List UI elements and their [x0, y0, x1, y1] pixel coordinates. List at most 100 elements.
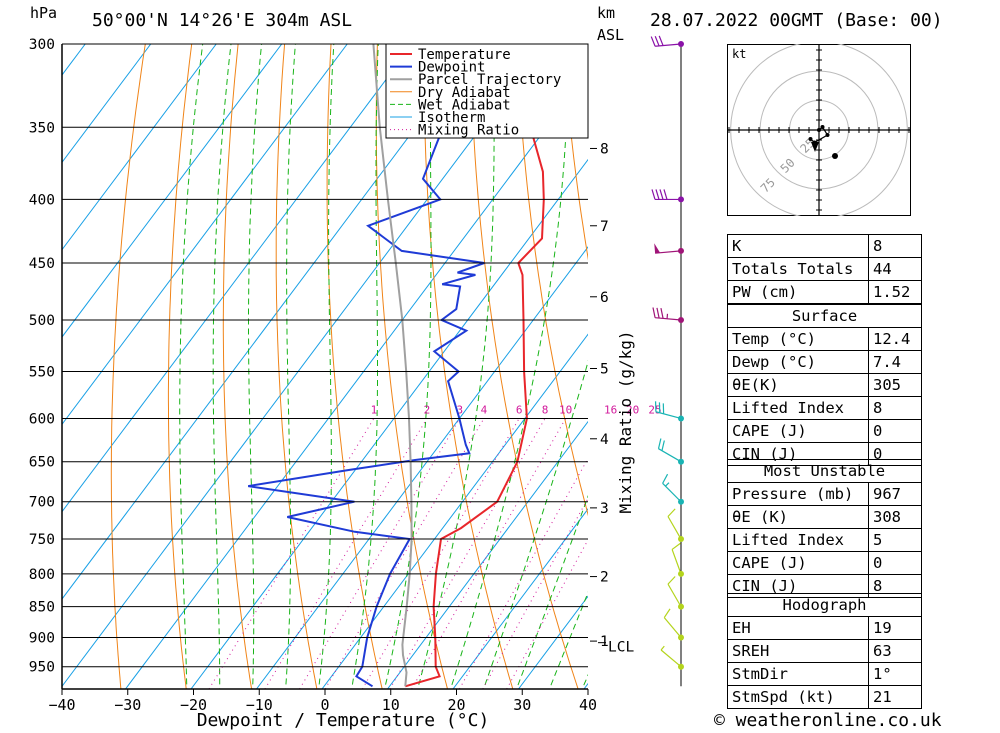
info-row-value: 967 [868, 482, 922, 506]
mixing-ratio-line [361, 418, 520, 689]
legend-label: Parcel Trajectory [418, 72, 561, 88]
x-tick-label: 10 [382, 696, 400, 714]
pressure-tick-label: 550 [29, 364, 55, 380]
info-row-value: 63 [868, 639, 922, 663]
datetime-title: 28.07.2022 00GMT (Base: 00) [650, 10, 943, 31]
dry-adiabat-line [275, 44, 318, 689]
mixing-ratio-line [482, 497, 588, 689]
wind-barb-staff [671, 549, 682, 575]
info-row-label: CAPE (J) [727, 551, 869, 575]
isotherm-line [256, 246, 588, 689]
wind-level-dot [678, 415, 684, 422]
km-tick-label: 1 [600, 634, 609, 650]
most-unstable-title: Most Unstable [727, 459, 922, 483]
wind-level-dot [678, 536, 684, 543]
mixing-ratio-label: 20 [626, 403, 639, 416]
info-row-value: 7.4 [868, 350, 922, 374]
pressure-tick-label: 600 [29, 411, 55, 427]
wind-level-dot [678, 458, 684, 465]
isotherm-line [62, 44, 152, 164]
pressure-tick-label: 700 [29, 495, 55, 511]
wind-barb [657, 438, 684, 465]
x-tick-label: −40 [48, 696, 75, 714]
wind-barb [654, 401, 684, 422]
wind-barb-staff [667, 516, 682, 540]
wind-barb-feather [651, 189, 656, 200]
pressure-tick-label: 850 [29, 600, 55, 616]
hodograph-point [820, 125, 825, 129]
x-tick-label: −10 [246, 696, 273, 714]
mixing-ratio-label: 3 [456, 403, 463, 416]
pressure-tick-label: 800 [29, 567, 55, 583]
mixing-ratio-label: 6 [516, 403, 523, 416]
info-row-label: StmDir [727, 662, 869, 686]
legend-label: Wet Adiabat [418, 97, 511, 113]
isotherm-line [387, 420, 588, 689]
legend-label: Temperature [418, 47, 511, 63]
x-tick-label: 40 [579, 696, 597, 714]
surface-title: Surface [727, 304, 922, 328]
wind-barb-feather [654, 35, 660, 47]
mixing-ratio-label: 16 [604, 403, 617, 416]
km-tick-label: 4 [600, 432, 609, 448]
dry-adiabat-line [222, 44, 253, 689]
info-row-value: 0 [868, 551, 922, 575]
wind-barb [667, 576, 684, 610]
mixing-ratio-label: 8 [542, 403, 549, 416]
mixing-ratio-label: 10 [559, 403, 572, 416]
wind-barb-feather [663, 189, 668, 200]
info-row-label: K [727, 234, 869, 258]
wind-barb [651, 189, 684, 203]
x-tick-label: 20 [447, 696, 465, 714]
wind-barb-feather [662, 473, 669, 484]
pressure-tick-label: 750 [29, 532, 55, 548]
info-row-label: Dewp (°C) [727, 350, 869, 374]
wind-barb [660, 645, 684, 670]
wet-adiabat-line [548, 591, 588, 689]
copyright-link[interactable]: © weatheronline.co.uk [714, 710, 942, 731]
mixing-ratio-label: 2 [424, 403, 431, 416]
info-row-value: 8 [868, 234, 922, 258]
info-row-label: CAPE (J) [727, 419, 869, 443]
dry-adiabat-line [110, 44, 146, 689]
wind-barb-staff [662, 482, 682, 503]
wind-barb-feather [656, 307, 660, 319]
isotherm-line [62, 44, 479, 600]
legend-label: Dewpoint [418, 60, 485, 76]
isotherm-line [321, 333, 588, 689]
hodograph-point [808, 137, 813, 141]
isotherm-line [62, 44, 283, 338]
wind-barb-half-feather [660, 645, 665, 651]
x-tick-label: 30 [513, 696, 531, 714]
isotherm-line [452, 508, 588, 689]
info-row-label: Totals Totals [727, 257, 869, 281]
pressure-tick-label: 450 [29, 256, 55, 272]
wind-barb-staff [655, 411, 682, 420]
pressure-tick-label: 400 [29, 192, 55, 208]
info-row-value: 1.52 [868, 280, 922, 304]
pressure-tick-label: 900 [29, 631, 55, 647]
info-row-label: θE (K) [727, 505, 869, 529]
dry-adiabat-line [981, 44, 1000, 689]
mixing-ratio-line [264, 418, 428, 689]
mixing-ratio-label: 1 [371, 403, 378, 416]
mixing-ratio-line [208, 418, 375, 689]
wind-barb-feather [671, 542, 681, 550]
info-row-label: Lifted Index [727, 528, 869, 552]
wind-barb-feather [667, 508, 676, 517]
info-row-value: 21 [868, 685, 922, 709]
wind-barb-staff [667, 583, 682, 607]
km-tick-label: 3 [600, 501, 609, 517]
wind-level-dot [678, 498, 684, 505]
wet-adiabat-line [212, 44, 232, 689]
wind-level-dot [678, 570, 684, 577]
isotherm-line [62, 44, 414, 513]
indices-table: K 8 Totals Totals 44 PW (cm) 1.52 [727, 234, 922, 304]
info-row-value: 44 [868, 257, 922, 281]
legend-label: Isotherm [418, 110, 485, 126]
wind-barb-feather [655, 189, 660, 200]
mixing-ratio-label: 25 [648, 403, 661, 416]
legend-label: Dry Adiabat [418, 85, 511, 101]
